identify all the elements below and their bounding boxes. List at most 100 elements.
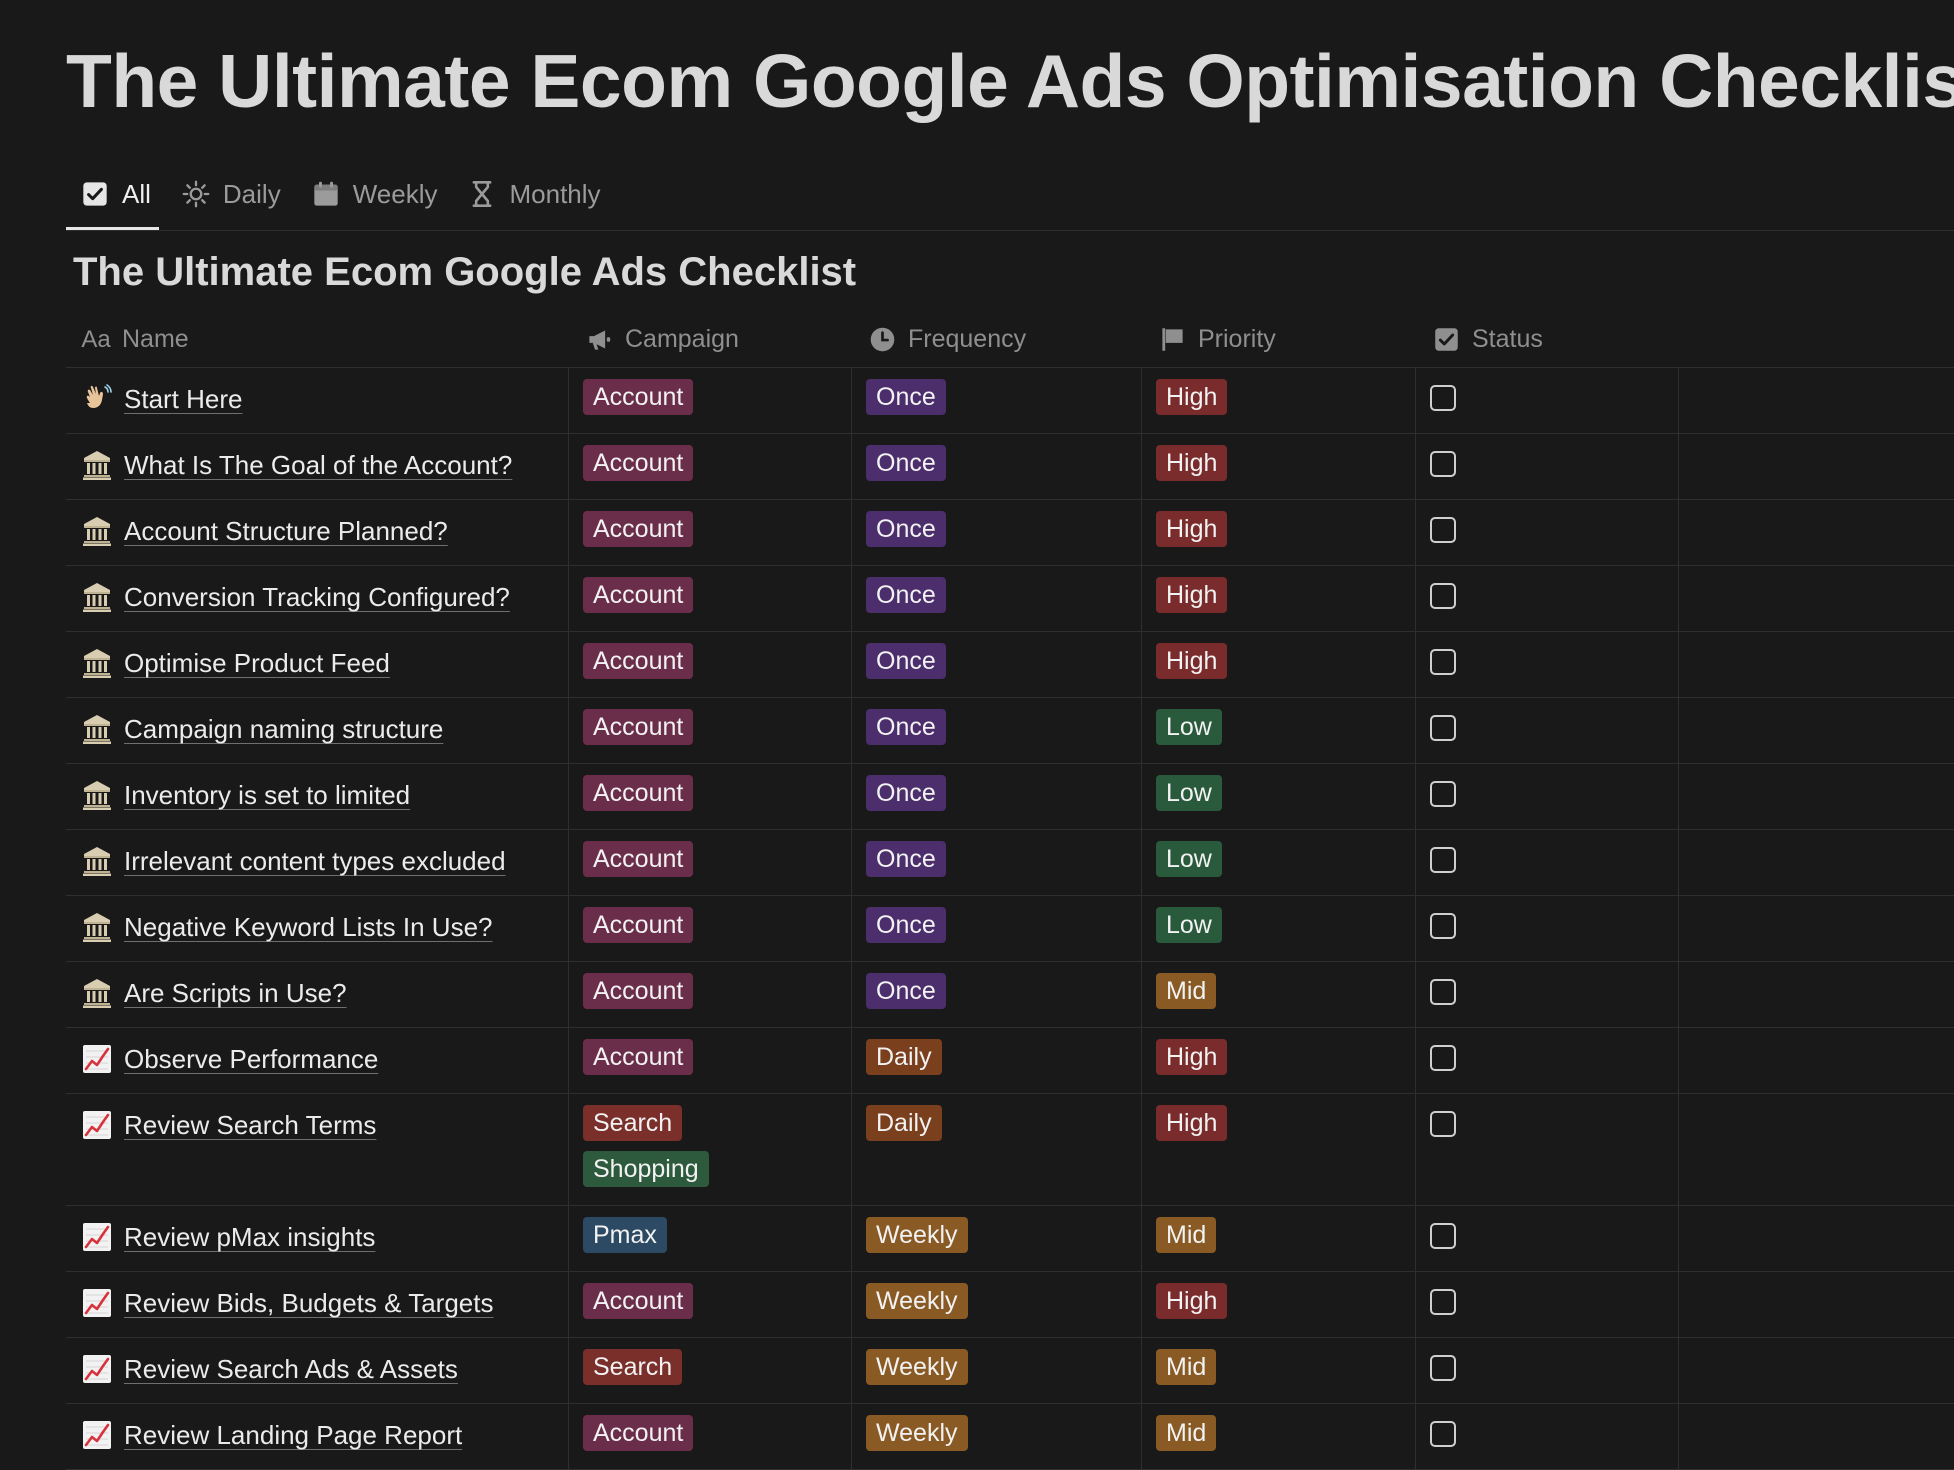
priority-cell[interactable]: Low bbox=[1142, 698, 1416, 763]
column-header-campaign[interactable]: Campaign bbox=[569, 312, 852, 367]
frequency-cell[interactable]: Weekly bbox=[852, 1206, 1142, 1271]
priority-cell[interactable]: Mid bbox=[1142, 962, 1416, 1027]
campaign-cell[interactable]: Account bbox=[569, 1404, 852, 1469]
name-cell[interactable]: Negative Keyword Lists In Use? bbox=[66, 896, 569, 961]
campaign-cell[interactable]: Search Shopping bbox=[569, 1094, 852, 1205]
frequency-cell[interactable]: Once bbox=[852, 830, 1142, 895]
frequency-cell[interactable]: Weekly bbox=[852, 1272, 1142, 1337]
row-title-link[interactable]: Review Search Ads & Assets bbox=[124, 1354, 458, 1384]
frequency-cell[interactable]: Once bbox=[852, 896, 1142, 961]
frequency-cell[interactable]: Once bbox=[852, 962, 1142, 1027]
row-title-link[interactable]: Review pMax insights bbox=[124, 1222, 376, 1252]
table-row[interactable]: Review Search Terms Search Shopping Daily Hi… bbox=[66, 1094, 1954, 1206]
frequency-cell[interactable]: Once bbox=[852, 500, 1142, 565]
status-checkbox[interactable] bbox=[1430, 649, 1456, 675]
priority-cell[interactable]: High bbox=[1142, 1094, 1416, 1205]
priority-cell[interactable]: High bbox=[1142, 566, 1416, 631]
campaign-cell[interactable]: Account bbox=[569, 1272, 852, 1337]
status-checkbox[interactable] bbox=[1430, 1223, 1456, 1249]
priority-cell[interactable]: High bbox=[1142, 1272, 1416, 1337]
name-cell[interactable]: Observe Performance bbox=[66, 1028, 569, 1093]
tab-weekly[interactable]: Weekly bbox=[297, 168, 446, 220]
status-checkbox[interactable] bbox=[1430, 913, 1456, 939]
column-header-frequency[interactable]: Frequency bbox=[852, 312, 1142, 367]
table-row[interactable]: Negative Keyword Lists In Use? Account Onc… bbox=[66, 896, 1954, 962]
name-cell[interactable]: Campaign naming structure bbox=[66, 698, 569, 763]
name-cell[interactable]: Review Bids, Budgets & Targets bbox=[66, 1272, 569, 1337]
campaign-cell[interactable]: Search bbox=[569, 1338, 852, 1403]
campaign-cell[interactable]: Account bbox=[569, 1028, 852, 1093]
status-checkbox[interactable] bbox=[1430, 1045, 1456, 1071]
campaign-cell[interactable]: Account bbox=[569, 434, 852, 499]
row-title-link[interactable]: What Is The Goal of the Account? bbox=[124, 450, 513, 480]
name-cell[interactable]: Are Scripts in Use? bbox=[66, 962, 569, 1027]
priority-cell[interactable]: High bbox=[1142, 500, 1416, 565]
table-row[interactable]: Are Scripts in Use? Account Once Mid bbox=[66, 962, 1954, 1028]
frequency-cell[interactable]: Once bbox=[852, 434, 1142, 499]
column-header-status[interactable]: Status bbox=[1416, 312, 1679, 367]
table-row[interactable]: Start Here Account Once High bbox=[66, 368, 1954, 434]
table-row[interactable]: Review pMax insights Pmax Weekly Mid bbox=[66, 1206, 1954, 1272]
status-checkbox[interactable] bbox=[1430, 583, 1456, 609]
name-cell[interactable]: Conversion Tracking Configured? bbox=[66, 566, 569, 631]
row-title-link[interactable]: Review Search Terms bbox=[124, 1110, 377, 1140]
table-row[interactable]: Campaign naming structure Account Once Low bbox=[66, 698, 1954, 764]
row-title-link[interactable]: Review Landing Page Report bbox=[124, 1420, 463, 1450]
priority-cell[interactable]: Mid bbox=[1142, 1338, 1416, 1403]
row-title-link[interactable]: Account Structure Planned? bbox=[124, 516, 448, 546]
name-cell[interactable]: Irrelevant content types excluded bbox=[66, 830, 569, 895]
frequency-cell[interactable]: Daily bbox=[852, 1094, 1142, 1205]
status-checkbox[interactable] bbox=[1430, 451, 1456, 477]
name-cell[interactable]: Review Search Terms bbox=[66, 1094, 569, 1205]
row-title-link[interactable]: Optimise Product Feed bbox=[124, 648, 390, 678]
status-checkbox[interactable] bbox=[1430, 1421, 1456, 1447]
status-checkbox[interactable] bbox=[1430, 1355, 1456, 1381]
row-title-link[interactable]: Are Scripts in Use? bbox=[124, 978, 347, 1008]
status-checkbox[interactable] bbox=[1430, 781, 1456, 807]
table-row[interactable]: Conversion Tracking Configured? Account On… bbox=[66, 566, 1954, 632]
table-row[interactable]: Inventory is set to limited Account Once Lo… bbox=[66, 764, 1954, 830]
status-checkbox[interactable] bbox=[1430, 715, 1456, 741]
status-checkbox[interactable] bbox=[1430, 1111, 1456, 1137]
status-checkbox[interactable] bbox=[1430, 979, 1456, 1005]
frequency-cell[interactable]: Once bbox=[852, 764, 1142, 829]
row-title-link[interactable]: Review Bids, Budgets & Targets bbox=[124, 1288, 494, 1318]
row-title-link[interactable]: Conversion Tracking Configured? bbox=[124, 582, 510, 612]
column-header-priority[interactable]: Priority bbox=[1142, 312, 1416, 367]
tab-all[interactable]: All bbox=[66, 168, 159, 230]
frequency-cell[interactable]: Once bbox=[852, 566, 1142, 631]
campaign-cell[interactable]: Account bbox=[569, 566, 852, 631]
table-row[interactable]: Account Structure Planned? Account Once Hig… bbox=[66, 500, 1954, 566]
priority-cell[interactable]: Mid bbox=[1142, 1404, 1416, 1469]
frequency-cell[interactable]: Once bbox=[852, 632, 1142, 697]
table-row[interactable]: What Is The Goal of the Account? Account O… bbox=[66, 434, 1954, 500]
priority-cell[interactable]: High bbox=[1142, 1028, 1416, 1093]
status-checkbox[interactable] bbox=[1430, 385, 1456, 411]
priority-cell[interactable]: Low bbox=[1142, 896, 1416, 961]
campaign-cell[interactable]: Account bbox=[569, 368, 852, 433]
table-row[interactable]: Optimise Product Feed Account Once High bbox=[66, 632, 1954, 698]
tab-monthly[interactable]: Monthly bbox=[453, 168, 608, 220]
campaign-cell[interactable]: Account bbox=[569, 698, 852, 763]
name-cell[interactable]: Review Landing Page Report bbox=[66, 1404, 569, 1469]
priority-cell[interactable]: High bbox=[1142, 632, 1416, 697]
column-header-name[interactable]: Aa Name bbox=[66, 312, 569, 367]
campaign-cell[interactable]: Account bbox=[569, 764, 852, 829]
frequency-cell[interactable]: Once bbox=[852, 698, 1142, 763]
tab-daily[interactable]: Daily bbox=[167, 168, 289, 220]
row-title-link[interactable]: Start Here bbox=[124, 384, 243, 414]
campaign-cell[interactable]: Account bbox=[569, 830, 852, 895]
row-title-link[interactable]: Observe Performance bbox=[124, 1044, 379, 1074]
name-cell[interactable]: Review Search Ads & Assets bbox=[66, 1338, 569, 1403]
frequency-cell[interactable]: Weekly bbox=[852, 1338, 1142, 1403]
table-row[interactable]: Review Landing Page Report Account Weekly M… bbox=[66, 1404, 1954, 1470]
table-row[interactable]: Review Search Ads & Assets Search Weekly Mi… bbox=[66, 1338, 1954, 1404]
status-checkbox[interactable] bbox=[1430, 1289, 1456, 1315]
row-title-link[interactable]: Irrelevant content types excluded bbox=[124, 846, 506, 876]
table-row[interactable]: Observe Performance Account Daily High bbox=[66, 1028, 1954, 1094]
status-checkbox[interactable] bbox=[1430, 847, 1456, 873]
priority-cell[interactable]: High bbox=[1142, 368, 1416, 433]
name-cell[interactable]: What Is The Goal of the Account? bbox=[66, 434, 569, 499]
campaign-cell[interactable]: Pmax bbox=[569, 1206, 852, 1271]
campaign-cell[interactable]: Account bbox=[569, 962, 852, 1027]
